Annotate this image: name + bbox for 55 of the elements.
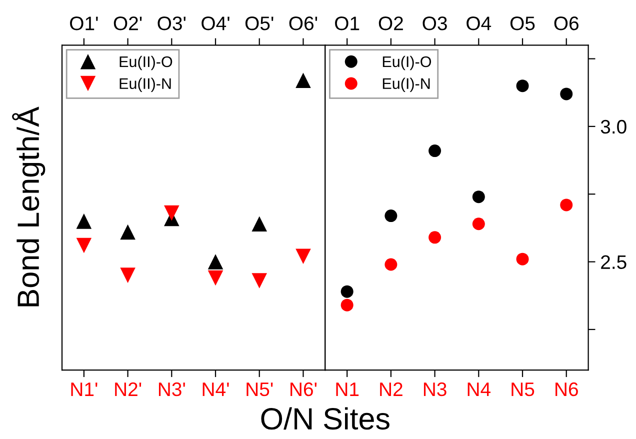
x-axis-title: O/N Sites — [261, 407, 390, 430]
x-tick-label: N5 — [512, 382, 534, 396]
point — [560, 88, 573, 100]
x-tick-label: N1 — [336, 382, 359, 396]
text: O5' — [245, 16, 274, 30]
point — [296, 248, 311, 264]
point — [516, 80, 529, 92]
x-tick-label: N1' — [71, 382, 98, 396]
point — [296, 72, 311, 88]
legend-label: Eu(I)-O — [382, 56, 432, 70]
x-tick-label: N2 — [380, 382, 402, 396]
x-tick-label: N4 — [468, 382, 491, 396]
point — [208, 270, 224, 286]
y-axis-title: Bond Length/Å — [12, 106, 46, 306]
point — [560, 198, 573, 212]
text: O2 — [378, 16, 403, 30]
text: O1' — [70, 16, 98, 30]
point — [164, 205, 180, 221]
legend-label: Eu(II)-O — [120, 56, 172, 70]
y-tick-label: 2.5 — [601, 255, 626, 270]
x-tick-label: N2' — [115, 382, 142, 396]
text: O6' — [289, 16, 318, 30]
point — [120, 224, 136, 240]
text: O6 — [554, 16, 578, 30]
x-tick-label: N6' — [290, 382, 317, 396]
point — [384, 258, 398, 271]
x-tick-label: N5' — [246, 382, 273, 396]
point — [340, 298, 354, 312]
x-tick-label: N4' — [202, 382, 229, 396]
text: O2' — [114, 16, 142, 30]
point — [472, 190, 485, 204]
point — [252, 216, 268, 232]
text: O1 — [335, 16, 360, 30]
x-tick-label: N3 — [424, 382, 446, 396]
legend-label: Eu(I)-N — [382, 78, 430, 92]
point — [76, 238, 92, 254]
y-tick-label: 3.0 — [600, 120, 626, 134]
point — [384, 210, 398, 222]
point — [340, 285, 354, 298]
legend-label: Eu(II)-N — [120, 78, 171, 92]
text: O5 — [510, 16, 535, 30]
x-tick-label: N3' — [158, 382, 185, 396]
point — [252, 273, 268, 288]
point — [208, 254, 224, 270]
text: O3 — [422, 16, 447, 30]
text: O4 — [466, 16, 492, 30]
text: O4' — [202, 16, 230, 30]
text: O3' — [158, 16, 186, 30]
x-tick-label: N6 — [556, 382, 578, 396]
point — [516, 252, 529, 266]
point — [428, 144, 442, 158]
point — [120, 268, 136, 283]
point — [428, 231, 442, 244]
point — [472, 218, 485, 230]
point — [76, 214, 92, 229]
